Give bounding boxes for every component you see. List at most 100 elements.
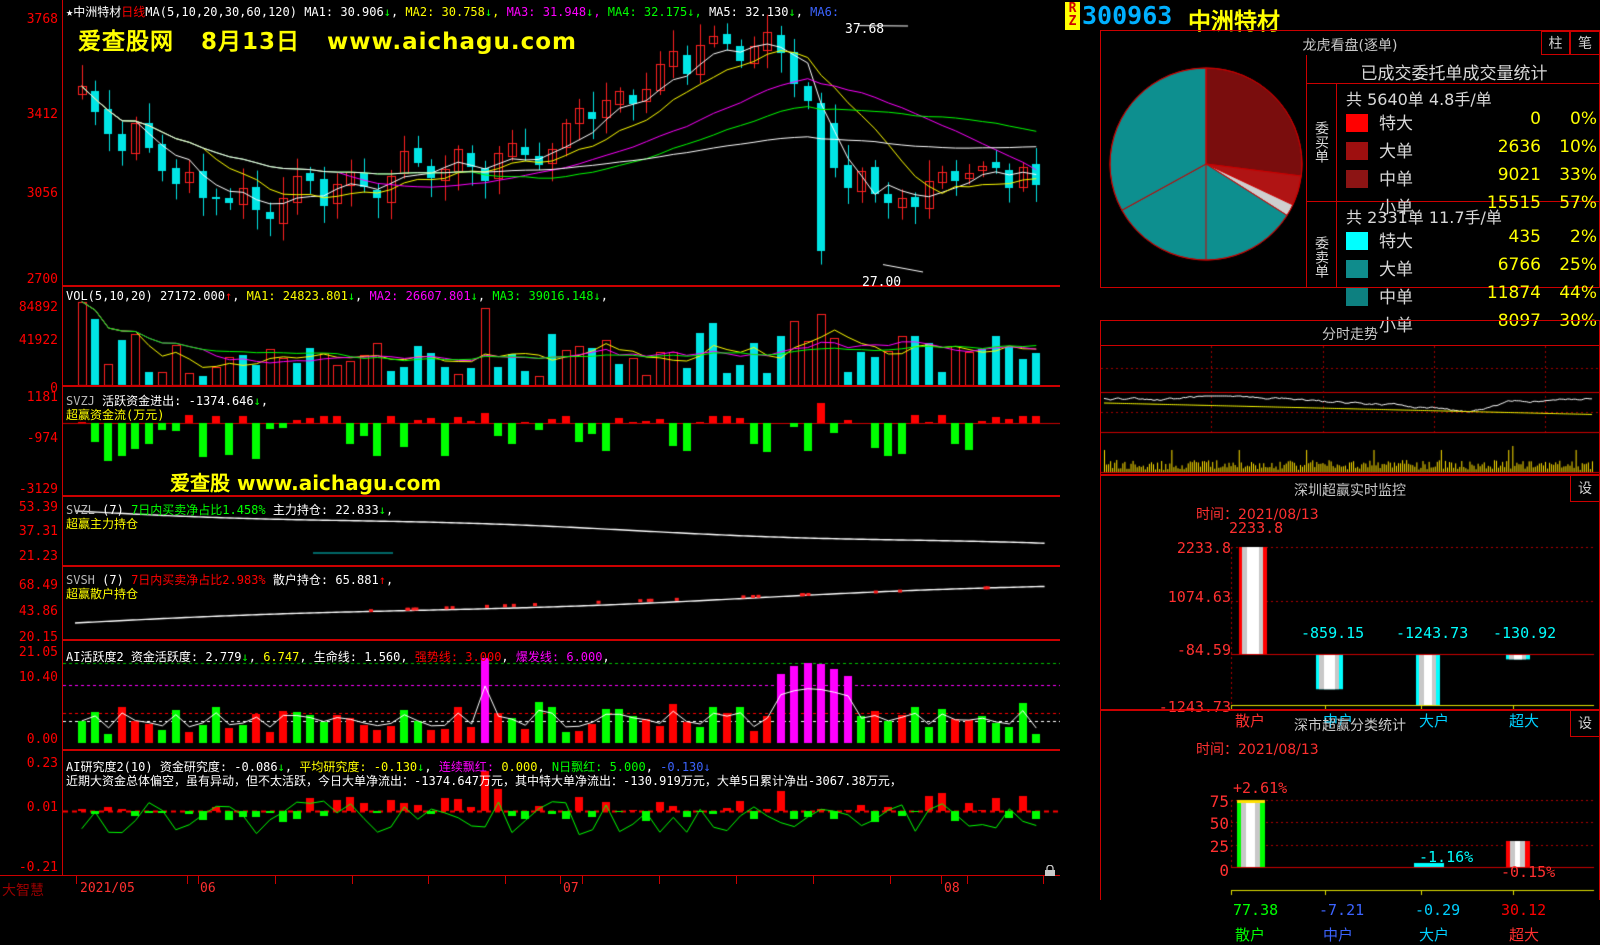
- intraday-chart-panel[interactable]: [1100, 345, 1600, 475]
- cls-category-1: 中户: [1323, 926, 1354, 944]
- sell-order-value-2: 11874: [1486, 283, 1541, 303]
- realtime-monitor-settings-btn[interactable]: 设: [1570, 476, 1599, 502]
- stock-code[interactable]: 300963: [1082, 1, 1173, 30]
- svsh-subtitle: 超赢散户持仓: [66, 587, 139, 601]
- sell-order-label-3: 小单: [1379, 316, 1413, 336]
- svzl-subtitle: 超赢主力持仓: [66, 517, 139, 531]
- btn-column-view[interactable]: 柱: [1541, 31, 1570, 55]
- cls-category-2: 大户: [1419, 926, 1450, 944]
- site-watermark-top: 爱查股网 8月13日 www.aichagu.com: [78, 29, 577, 55]
- svzl-header-line: SVZL (7) 7日内买卖净占比1.458% 主力持仓: 22.833↓,: [66, 501, 393, 518]
- axis-vol-2: 0: [50, 381, 58, 396]
- cls-category-3: 超大: [1509, 926, 1540, 944]
- buy-order-label-0: 特大: [1379, 114, 1413, 134]
- svzl-chart-panel[interactable]: [62, 496, 1060, 566]
- btn-stroke-view[interactable]: 笔: [1570, 31, 1599, 55]
- aihy-label4: 爆发线:: [515, 650, 560, 664]
- sell-order-label-1: 大单: [1379, 260, 1413, 280]
- ai-activity-header-line: AI活跃度2 资金活跃度: 2.779↓, 6.747, 生命线: 1.560,…: [66, 650, 610, 664]
- svsh-red-text: 7日内买卖净占比2.983%: [131, 573, 266, 587]
- svzj-code: SVZJ: [66, 394, 95, 408]
- volume-chart-panel[interactable]: [62, 286, 1060, 386]
- sell-order-swatch-0: [1346, 232, 1368, 250]
- buy-order-label-1: 大单: [1379, 142, 1413, 162]
- axis-aihy-1: 10.40: [18, 670, 58, 685]
- svzj-tail: ,: [260, 394, 269, 408]
- aihy-code: AI活跃度2: [66, 650, 124, 664]
- svzj-chart-panel[interactable]: [62, 386, 1060, 496]
- kline-ma-values: MA1: 30.906↓, MA2: 30.758↓, MA3: 31.948↓…: [296, 5, 840, 19]
- sell-order-pct-0: 2%: [1570, 227, 1597, 247]
- ma-label-5: MA5:: [701, 5, 746, 19]
- aiyj-label1: 资金研究度:: [159, 760, 228, 774]
- ma-value-3: 31.948: [542, 5, 587, 19]
- buy-order-pct-3: 57%: [1559, 193, 1597, 213]
- aiyj-code: AI研究度2(10): [66, 760, 153, 774]
- kline-stock-name[interactable]: 中洲特材: [73, 5, 122, 19]
- ai-research-header-line: AI研究度2(10) 资金研究度: -0.086↓, 平均研究度: -0.130…: [66, 760, 711, 774]
- ma-label-2: MA2:: [398, 5, 442, 19]
- kline-header-line: ★中洲特材日线MA(5,10,20,30,60,120) MA1: 30.906…: [66, 3, 839, 20]
- axis-svzj-1: -974: [26, 431, 58, 446]
- vol-name: VOL(5,10,20): [66, 289, 153, 303]
- aiyj-value4: 5.000: [609, 760, 646, 774]
- buy-order-pct-0: 0%: [1570, 109, 1597, 129]
- aiyj-value1: -0.086: [234, 760, 278, 774]
- svsh-chart-panel[interactable]: [62, 566, 1060, 640]
- net-ytick-0: 2233.8: [1176, 539, 1231, 557]
- net-value-1: -859.15: [1301, 624, 1365, 642]
- svzj-subtitle: 超赢资金流(万元): [66, 408, 165, 422]
- sell-order-label-2: 中单: [1379, 288, 1413, 308]
- net-ytick-2: -84.59: [1176, 641, 1231, 659]
- sell-order-pct-2: 44%: [1559, 283, 1597, 303]
- volma-1: MA1: 24823.801: [246, 289, 348, 303]
- aihy-value1b: 6.747: [263, 650, 300, 664]
- dragon-tiger-panel: 龙虎看盘(逐单) 柱 笔 已成交委托单成交量统计 委买单 共 5640单 4.8…: [1100, 30, 1600, 336]
- aiyj-arrow2: ↓: [417, 760, 425, 774]
- kline-ma-def: MA(5,10,20,30,60,120): [145, 5, 297, 19]
- classification-settings-btn[interactable]: 设: [1570, 711, 1599, 737]
- sell-order-swatch-1: [1346, 260, 1368, 278]
- kline-chart-panel[interactable]: [62, 0, 1060, 286]
- intraday-title-box: 分时走势: [1100, 320, 1600, 345]
- ma-label-6: MA6:: [802, 5, 840, 19]
- buy-order-value-2: 9021: [1497, 165, 1541, 185]
- site-watermark-mid: 爱查股 www.aichagu.com: [170, 471, 442, 495]
- volma-3: MA3: 39016.148: [492, 289, 594, 303]
- svsh-value: 65.881: [335, 573, 379, 587]
- axis-svsh-0: 68.49: [18, 578, 58, 593]
- aihy-label1: 资金活跃度:: [130, 650, 199, 664]
- ma-arrow-4: ↓: [687, 5, 695, 19]
- buy-order-value-0: 0: [1530, 109, 1541, 129]
- cls-pct-3: -0.15%: [1501, 863, 1556, 881]
- axis-kline-0: 3768: [26, 12, 58, 27]
- lock-icon[interactable]: [1044, 862, 1056, 876]
- net-category-3: 超大: [1509, 712, 1540, 730]
- buy-order-label-2: 中单: [1379, 170, 1413, 190]
- buy-order-swatch-0: [1346, 114, 1368, 132]
- sell-order-label-0: 特大: [1379, 232, 1413, 252]
- svzj-arrow: ↓: [253, 394, 261, 408]
- order-table-title: 已成交委托单成交量统计: [1360, 64, 1548, 84]
- ai-activity-chart-panel[interactable]: [62, 640, 1060, 750]
- buy-group-label: 委买单: [1313, 121, 1329, 163]
- axis-kline-2: 3056: [26, 186, 58, 201]
- axis-svzl-1: 37.31: [18, 524, 58, 539]
- ai-research-chart-panel[interactable]: [62, 750, 1060, 876]
- cls-barvalue-2: -0.29: [1415, 901, 1461, 919]
- sell-order-value-0: 435: [1508, 227, 1541, 247]
- aiyj-label4: N日飘红:: [551, 760, 603, 774]
- time-label-2: 07: [563, 881, 579, 896]
- volume-header-line: VOL(5,10,20) 27172.000↑, MA1: 24823.801↓…: [66, 289, 608, 303]
- svzj-label: 活跃资金进出:: [102, 394, 182, 408]
- buy-summary: 共 5640单 4.8手/单: [1346, 90, 1492, 109]
- realtime-monitor-title: 深圳超赢实时监控: [1294, 483, 1406, 499]
- axis-aihy-2: 0.00: [26, 732, 58, 747]
- aihy-tail: ,: [602, 650, 610, 664]
- kline-period[interactable]: 日线: [121, 5, 146, 19]
- cls-ytick-3: 0: [1219, 861, 1229, 880]
- cls-barvalue-3: 30.12: [1501, 901, 1547, 919]
- buy-order-label-3: 小单: [1379, 198, 1413, 218]
- svsh-paren: (7): [102, 573, 124, 587]
